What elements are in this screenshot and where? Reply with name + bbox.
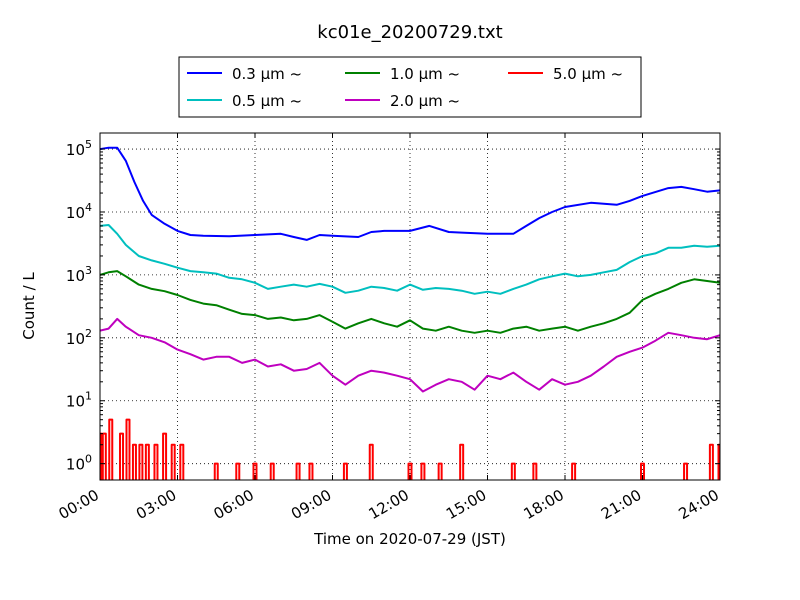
legend-label-4: 2.0 μm ~ <box>390 92 460 110</box>
y-tick-label: 104 <box>66 201 92 222</box>
axis-ticks <box>99 133 721 480</box>
legend-label-2: 0.5 μm ~ <box>232 92 302 110</box>
plot-area: 00:00 03:00 06:00 09:00 12:00 15:00 18:00 21:00… <box>56 132 722 523</box>
x-axis-label: Time on 2020-07-29 (JST) <box>313 530 506 548</box>
legend: 0.3 μm ~ 1.0 μm ~ 5.0 μm ~ 0.5 μm ~ 2.0 μm ~ <box>178 56 642 118</box>
legend-label-5: 5.0 μm ~ <box>553 65 623 83</box>
series-line-3 <box>100 270 720 334</box>
y-axis-label: Count / L <box>20 272 38 340</box>
series-line-1 <box>100 146 720 241</box>
y-tick-label: 105 <box>66 138 92 159</box>
legend-label-3: 1.0 μm ~ <box>390 65 460 83</box>
legend-box <box>178 56 642 118</box>
series-line-2 <box>100 224 720 295</box>
chart-title: kc01e_20200729.txt <box>317 22 502 43</box>
legend-label-1: 0.3 μm ~ <box>232 65 302 83</box>
y-tick-label: 102 <box>66 327 92 348</box>
y-tick-label: 103 <box>66 264 92 285</box>
gridlines <box>100 133 720 480</box>
y-tick-label: 100 <box>66 453 92 474</box>
y-tick-labels: 100 101 102 103 104 105 <box>66 138 92 474</box>
series-layer <box>100 146 720 480</box>
y-tick-label: 101 <box>66 390 92 411</box>
series-line-5 <box>100 418 720 480</box>
series-line-4 <box>100 317 720 393</box>
